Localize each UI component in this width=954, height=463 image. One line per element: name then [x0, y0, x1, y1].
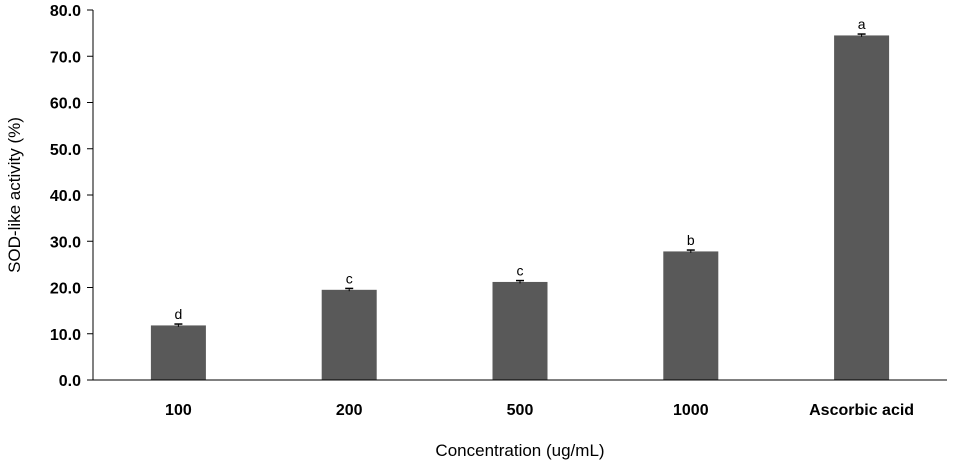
bars: d c c b a — [150, 16, 890, 380]
bar — [492, 281, 548, 380]
bar — [150, 325, 206, 380]
y-axis-title: SOD-like activity (%) — [5, 117, 24, 273]
bar — [834, 35, 890, 380]
x-tick-label: 100 — [165, 402, 192, 419]
y-tick-label: 0.0 — [59, 373, 81, 390]
y-tick-label: 50.0 — [50, 142, 81, 159]
significance-label: a — [858, 16, 866, 32]
bar — [663, 251, 719, 380]
x-tick-label: 500 — [507, 402, 534, 419]
x-axis-ticks: 100 200 500 1000 Ascorbic acid — [165, 402, 914, 419]
y-tick-label: 70.0 — [50, 49, 81, 66]
y-tick-label: 60.0 — [50, 96, 81, 113]
y-tick-label: 80.0 — [50, 3, 81, 20]
y-tick-label: 40.0 — [50, 188, 81, 205]
y-tick-label: 20.0 — [50, 281, 81, 298]
bar — [321, 289, 377, 380]
significance-label: b — [687, 232, 695, 248]
significance-label: d — [175, 306, 183, 322]
x-tick-label: 200 — [336, 402, 363, 419]
y-axis-ticks: 0.0 10.0 20.0 30.0 40.0 50.0 60.0 70.0 80.0 — [50, 3, 93, 390]
y-tick-label: 30.0 — [50, 234, 81, 251]
significance-label: c — [346, 270, 353, 286]
x-tick-label: Ascorbic acid — [809, 402, 914, 419]
x-tick-label: 1000 — [673, 402, 709, 419]
significance-label: c — [517, 263, 524, 279]
x-axis-title: Concentration (ug/mL) — [435, 441, 604, 460]
y-tick-label: 10.0 — [50, 327, 81, 344]
